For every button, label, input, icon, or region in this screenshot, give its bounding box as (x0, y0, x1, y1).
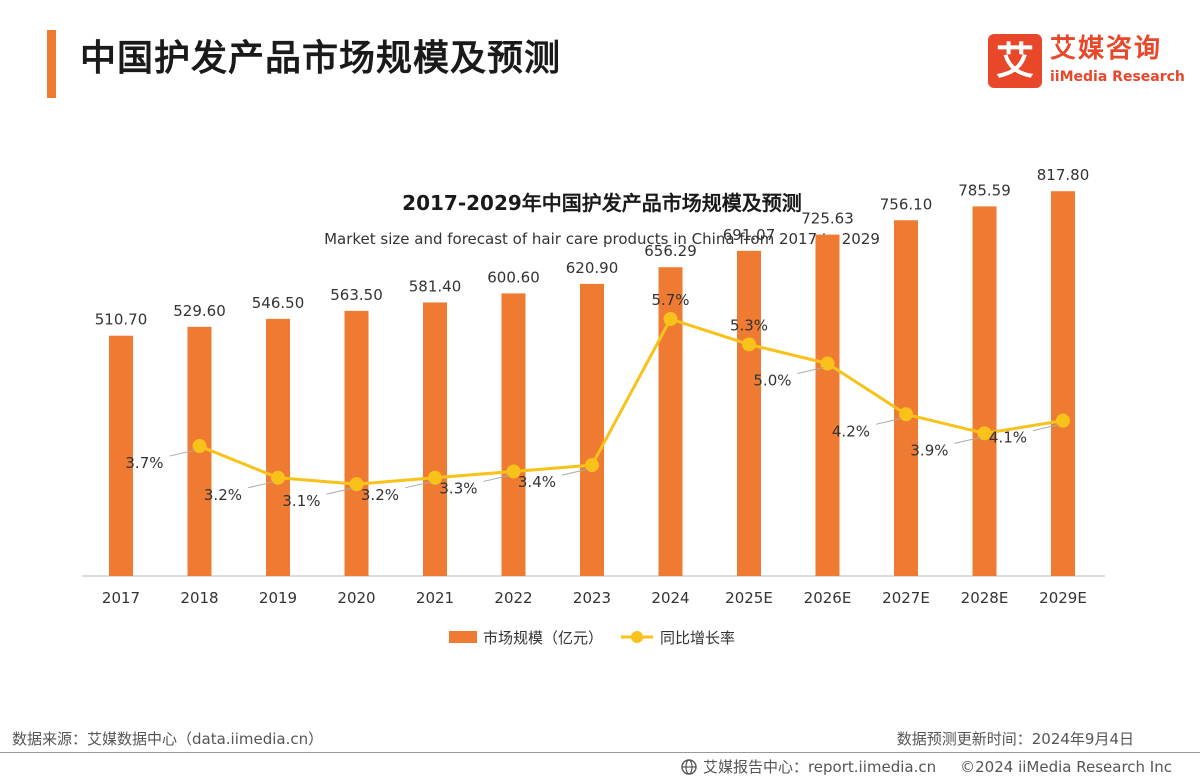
bar-value-label: 691.07 (723, 226, 776, 244)
legend-bar-swatch (449, 631, 477, 643)
bar (1051, 191, 1075, 576)
market-size-chart: 2017-2029年中国护发产品市场规模及预测 Market size and … (82, 166, 1105, 647)
bar (344, 310, 369, 576)
growth-rate-point (899, 407, 913, 422)
footer-divider (0, 752, 1200, 753)
x-tick-label: 2017 (102, 589, 140, 607)
title-accent-bar (47, 30, 56, 98)
x-tick-label: 2026E (804, 589, 852, 607)
bar-value-label: 656.29 (644, 242, 697, 260)
growth-rate-label: 3.2% (204, 486, 242, 504)
growth-rate-leader (797, 367, 824, 374)
bar-value-label: 785.59 (958, 181, 1011, 199)
bar-value-label: 620.90 (566, 259, 619, 277)
growth-rate-leader (247, 481, 275, 489)
growth-rate-label: 4.1% (989, 429, 1027, 447)
bar-value-label: 756.10 (880, 195, 933, 213)
x-tick-label: 2019 (259, 589, 297, 607)
footer-update-time: 数据预测更新时间：2024年9月4日 (896, 730, 1134, 748)
growth-rate-label: 4.2% (832, 422, 870, 440)
bar (972, 206, 997, 577)
growth-rate-label: 3.4% (518, 473, 556, 491)
growth-rate-leader (169, 449, 196, 457)
bar-value-label: 725.63 (801, 210, 854, 228)
growth-rate-point (1056, 413, 1070, 428)
bar-value-label: 546.50 (252, 294, 305, 312)
bar-value-label: 510.70 (95, 311, 148, 329)
bar-value-label: 529.60 (173, 302, 226, 320)
growth-rate-point (428, 470, 442, 485)
footer-copyright: ©2024 iiMedia Research Inc (960, 757, 1172, 776)
growth-rate-point (663, 312, 678, 327)
legend-line-marker (631, 631, 643, 643)
footer-source: 数据来源：艾媒数据中心（data.iimedia.cn） (12, 730, 324, 748)
legend-line-label: 同比增长率 (660, 629, 735, 647)
growth-rate-point (192, 439, 207, 454)
x-tick-label: 2027E (882, 589, 930, 607)
bar (501, 293, 526, 576)
growth-rate-label: 3.1% (282, 492, 320, 510)
growth-rate-leader (404, 481, 432, 489)
growth-rate-leader (561, 468, 589, 476)
chart-legend: 市场规模（亿元） 同比增长率 (449, 629, 735, 647)
growth-rate-leader (483, 474, 510, 482)
footer-bottom: 艾媒报告中心：report.iimedia.cn ©2024 iiMedia R… (681, 756, 1172, 777)
x-tick-label: 2029E (1039, 589, 1087, 607)
bar (815, 234, 840, 577)
growth-rate-point (742, 337, 756, 352)
bar (109, 335, 133, 576)
growth-rate-label: 5.0% (753, 372, 791, 390)
iimedia-logo: 艾 艾媒咨询 iiMedia Research (988, 34, 1185, 90)
growth-rate-label: 3.2% (361, 486, 399, 504)
growth-rate-leader (1032, 424, 1060, 432)
page-title: 中国护发产品市场规模及预测 (80, 38, 562, 79)
logo-cn-text: 艾媒咨询 (1050, 34, 1163, 64)
bar (894, 220, 918, 576)
growth-rate-label: 3.7% (125, 454, 163, 472)
growth-rate-label: 5.3% (730, 316, 768, 334)
x-tick-label: 2024 (651, 589, 689, 607)
legend-bar-label: 市场规模（亿元） (483, 629, 603, 647)
x-tick-label: 2018 (180, 589, 218, 607)
x-tick-label: 2025E (725, 589, 773, 607)
x-tick-label: 2021 (416, 589, 454, 607)
footer-report-link[interactable]: 艾媒报告中心：report.iimedia.cn (702, 758, 937, 776)
bar-value-label: 581.40 (409, 277, 462, 295)
logo-en-text: iiMedia Research (1050, 69, 1185, 85)
bar-value-label: 563.50 (330, 286, 383, 304)
bar (737, 250, 761, 576)
growth-rate-point (349, 477, 364, 492)
chart-subtitle: Market size and forecast of hair care pr… (324, 230, 880, 248)
bar (580, 283, 604, 576)
x-tick-label: 2020 (337, 589, 375, 607)
x-tick-label: 2028E (961, 589, 1009, 607)
x-tick-label: 2022 (494, 589, 532, 607)
growth-rate-label: 3.3% (439, 479, 477, 497)
x-tick-label: 2023 (573, 589, 611, 607)
growth-rate-point (820, 356, 835, 371)
bar (423, 302, 447, 576)
logo-mark: 艾 (988, 34, 1042, 88)
growth-rate-point (977, 426, 992, 441)
growth-rate-point (585, 458, 599, 473)
bar-value-label: 600.60 (487, 268, 540, 286)
chart-title: 2017-2029年中国护发产品市场规模及预测 (402, 191, 802, 215)
bar-value-label: 817.80 (1037, 166, 1090, 184)
growth-rate-leader (326, 487, 353, 495)
globe-icon (681, 758, 697, 775)
growth-rate-line (198, 317, 1064, 486)
growth-rate-leader (954, 436, 981, 444)
growth-rate-point (506, 464, 521, 479)
bar (266, 318, 290, 576)
growth-rate-label: 5.7% (651, 291, 689, 309)
growth-rate-leader (875, 417, 903, 425)
growth-rate-point (271, 470, 285, 485)
growth-rate-label: 3.9% (910, 441, 948, 459)
